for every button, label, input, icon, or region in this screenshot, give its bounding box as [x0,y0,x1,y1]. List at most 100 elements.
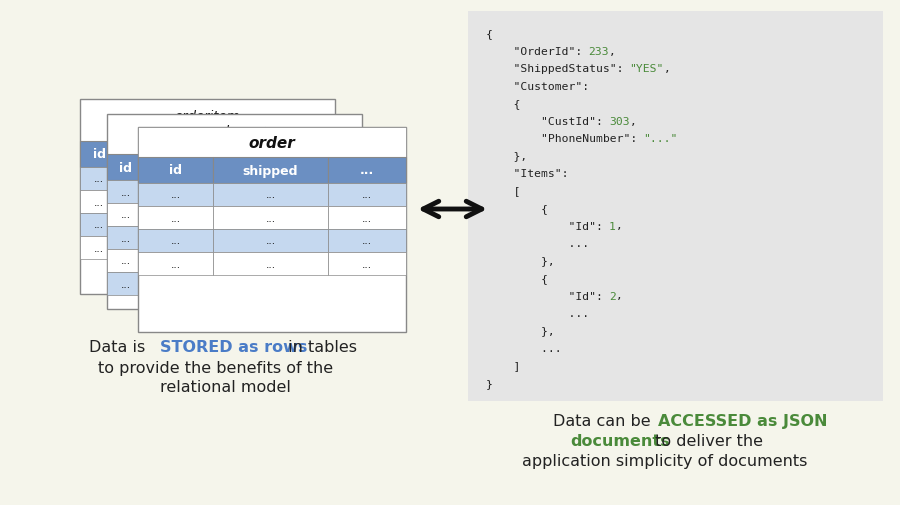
Bar [328,207,406,230]
Text: ...: ... [170,236,181,246]
Bar [328,252,406,275]
Text: ...: ... [170,213,181,223]
Text: ...: ... [94,220,104,230]
Text: ,: , [616,291,623,301]
Bar [328,184,406,207]
Text: ACCESSED as JSON: ACCESSED as JSON [659,414,828,429]
Text: },: }, [486,151,527,161]
Text: ...: ... [121,187,131,197]
Bar [107,204,145,227]
Bar [107,273,145,295]
Text: ...: ... [121,256,131,266]
Bar [107,249,145,273]
Text: ...: ... [266,190,275,200]
Bar [138,128,406,158]
Text: orderitem: orderitem [175,109,240,122]
Text: 233: 233 [589,46,609,57]
Text: ...: ... [94,197,104,207]
Bar [80,190,118,214]
Bar [107,115,362,310]
Bar [138,207,213,230]
Text: ...: ... [362,259,372,269]
Bar [80,236,118,260]
Bar [213,207,328,230]
Bar [107,181,145,204]
Text: ...: ... [121,233,131,243]
Text: ...: ... [266,236,275,246]
Bar [80,142,118,168]
Text: application simplicity of documents: application simplicity of documents [522,453,807,469]
Text: ,: , [663,64,670,74]
Text: ...: ... [486,238,590,248]
Text: }: } [486,378,493,388]
Text: "Items":: "Items": [486,169,575,179]
Text: ...: ... [362,213,372,223]
Bar [213,184,328,207]
Bar [213,158,328,184]
Text: ...: ... [362,236,372,246]
Bar [328,158,406,184]
Bar [138,184,213,207]
Text: in tables: in tables [283,340,356,355]
Text: ...: ... [121,279,131,289]
Text: ,: , [629,116,636,126]
Text: "Id":: "Id": [486,291,610,301]
Text: "Customer":: "Customer": [486,81,596,91]
Text: documents: documents [571,434,670,448]
Text: ...: ... [94,243,104,253]
Text: "YES": "YES" [629,64,664,74]
Text: ...: ... [170,190,181,200]
Text: id: id [93,148,105,161]
Bar [138,128,406,332]
Text: customer: customer [203,124,266,137]
Bar [80,100,335,294]
Bar [80,214,118,236]
Text: Data can be: Data can be [553,414,656,429]
Bar [107,227,145,249]
Text: ,: , [616,221,623,231]
Text: Data is: Data is [89,340,151,355]
Text: id: id [120,161,132,174]
Bar [80,168,118,190]
Text: ...: ... [362,190,372,200]
Bar [138,252,213,275]
Bar [107,155,145,181]
Text: to deliver the: to deliver the [650,434,762,448]
Text: {: { [486,274,548,283]
Text: },: }, [486,326,554,336]
Text: {: { [486,99,520,109]
Text: 2: 2 [609,291,616,301]
Text: order: order [248,135,295,150]
Text: ...: ... [360,164,374,177]
Text: STORED as rows: STORED as rows [159,340,307,355]
Text: "Id":: "Id": [486,221,610,231]
Text: ]: ] [486,361,520,371]
Text: ...: ... [94,174,104,184]
Text: ,: , [609,46,616,57]
Bar [468,12,883,401]
Text: "...": "..." [644,134,678,144]
Text: ...: ... [266,259,275,269]
Text: "ShippedStatus":: "ShippedStatus": [486,64,630,74]
Text: "CustId":: "CustId": [486,116,610,126]
Text: "OrderId":: "OrderId": [486,46,590,57]
Text: 1: 1 [609,221,616,231]
Text: [: [ [486,186,520,196]
Text: to provide the benefits of the: to provide the benefits of the [98,360,333,375]
Text: ...: ... [121,210,131,220]
Text: {: { [486,29,493,39]
Text: },: }, [486,256,554,266]
Bar [138,158,213,184]
Text: ...: ... [486,343,562,354]
Text: ...: ... [170,259,181,269]
Text: shipped: shipped [243,164,298,177]
Bar [213,230,328,252]
Bar [213,252,328,275]
Text: 303: 303 [609,116,630,126]
Text: id: id [169,164,182,177]
Text: ...: ... [266,213,275,223]
Text: {: { [486,204,548,214]
Text: relational model: relational model [159,380,291,395]
Bar [138,230,213,252]
Text: "PhoneNumber":: "PhoneNumber": [486,134,644,144]
